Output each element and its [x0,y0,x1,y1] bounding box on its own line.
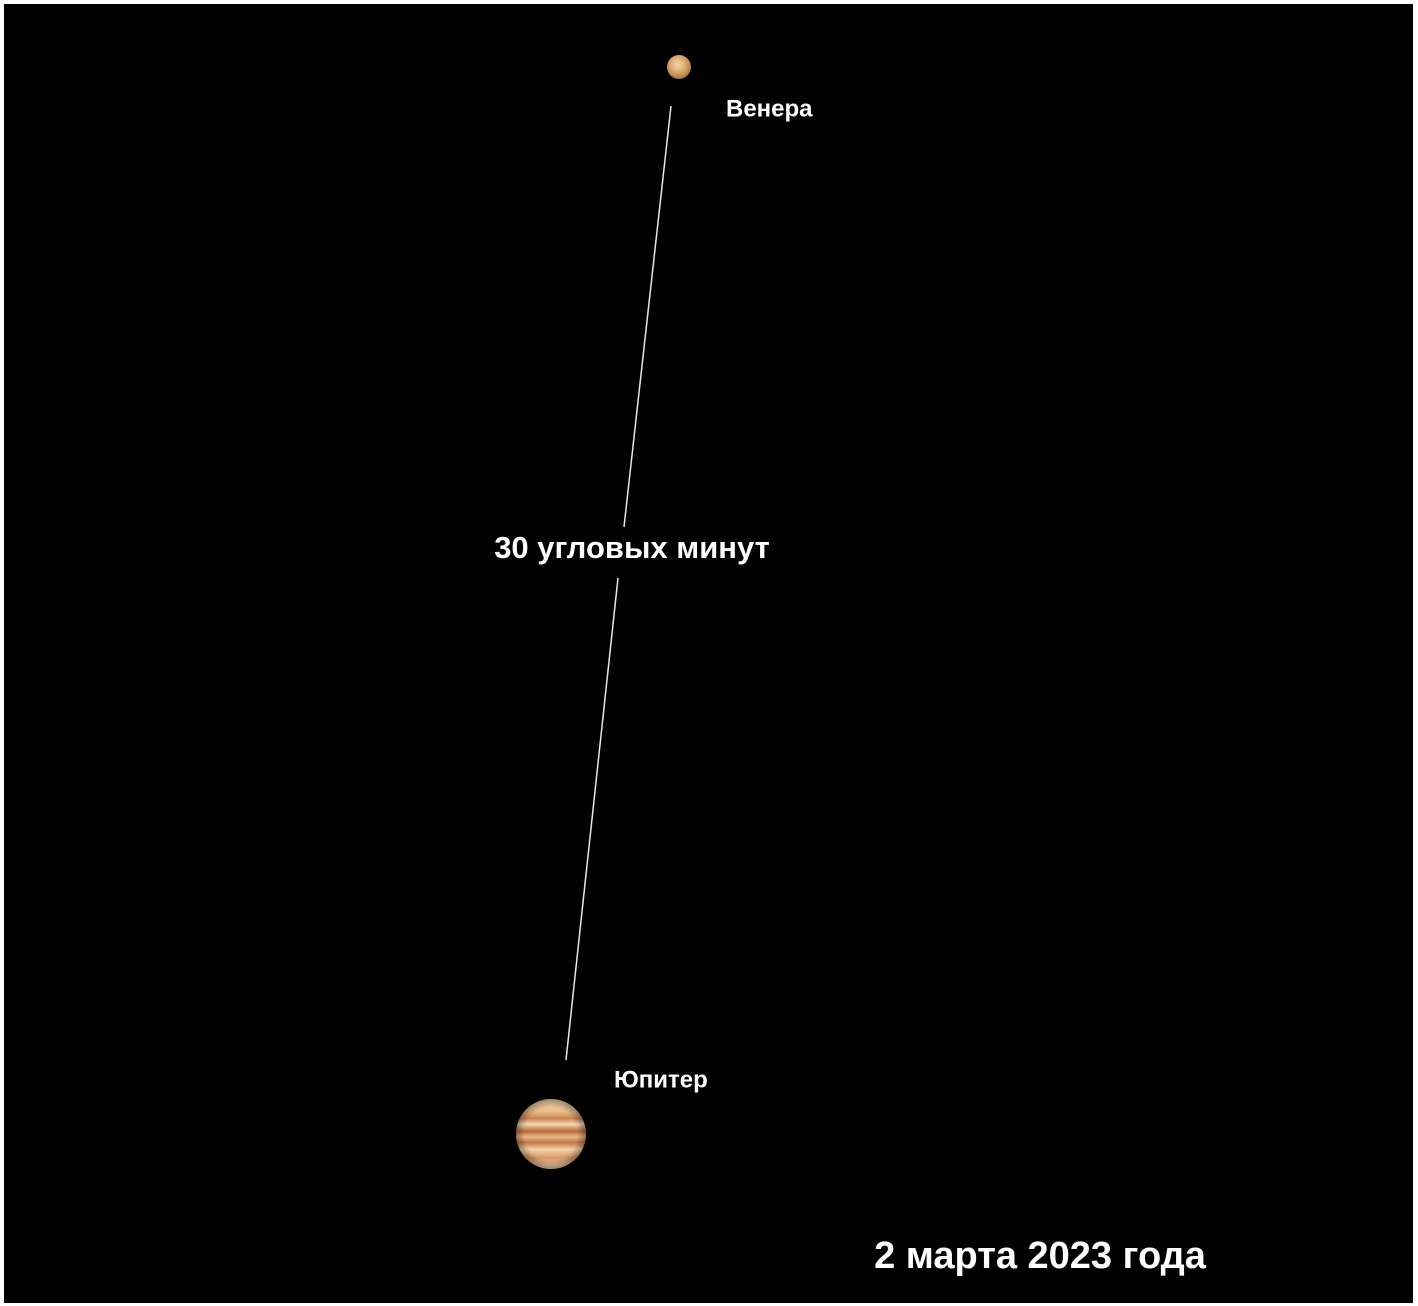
venus-label: Венера [726,95,813,122]
sky-background [4,4,1413,1303]
jupiter-label: Юпитер [614,1066,708,1093]
venus [667,55,691,79]
separation-line [565,577,619,1061]
date-label: 2 марта 2023 года [874,1235,1207,1277]
separation-line [623,105,672,528]
separation-label: 30 угловых минут [494,530,770,565]
jupiter-shading [516,1099,586,1169]
